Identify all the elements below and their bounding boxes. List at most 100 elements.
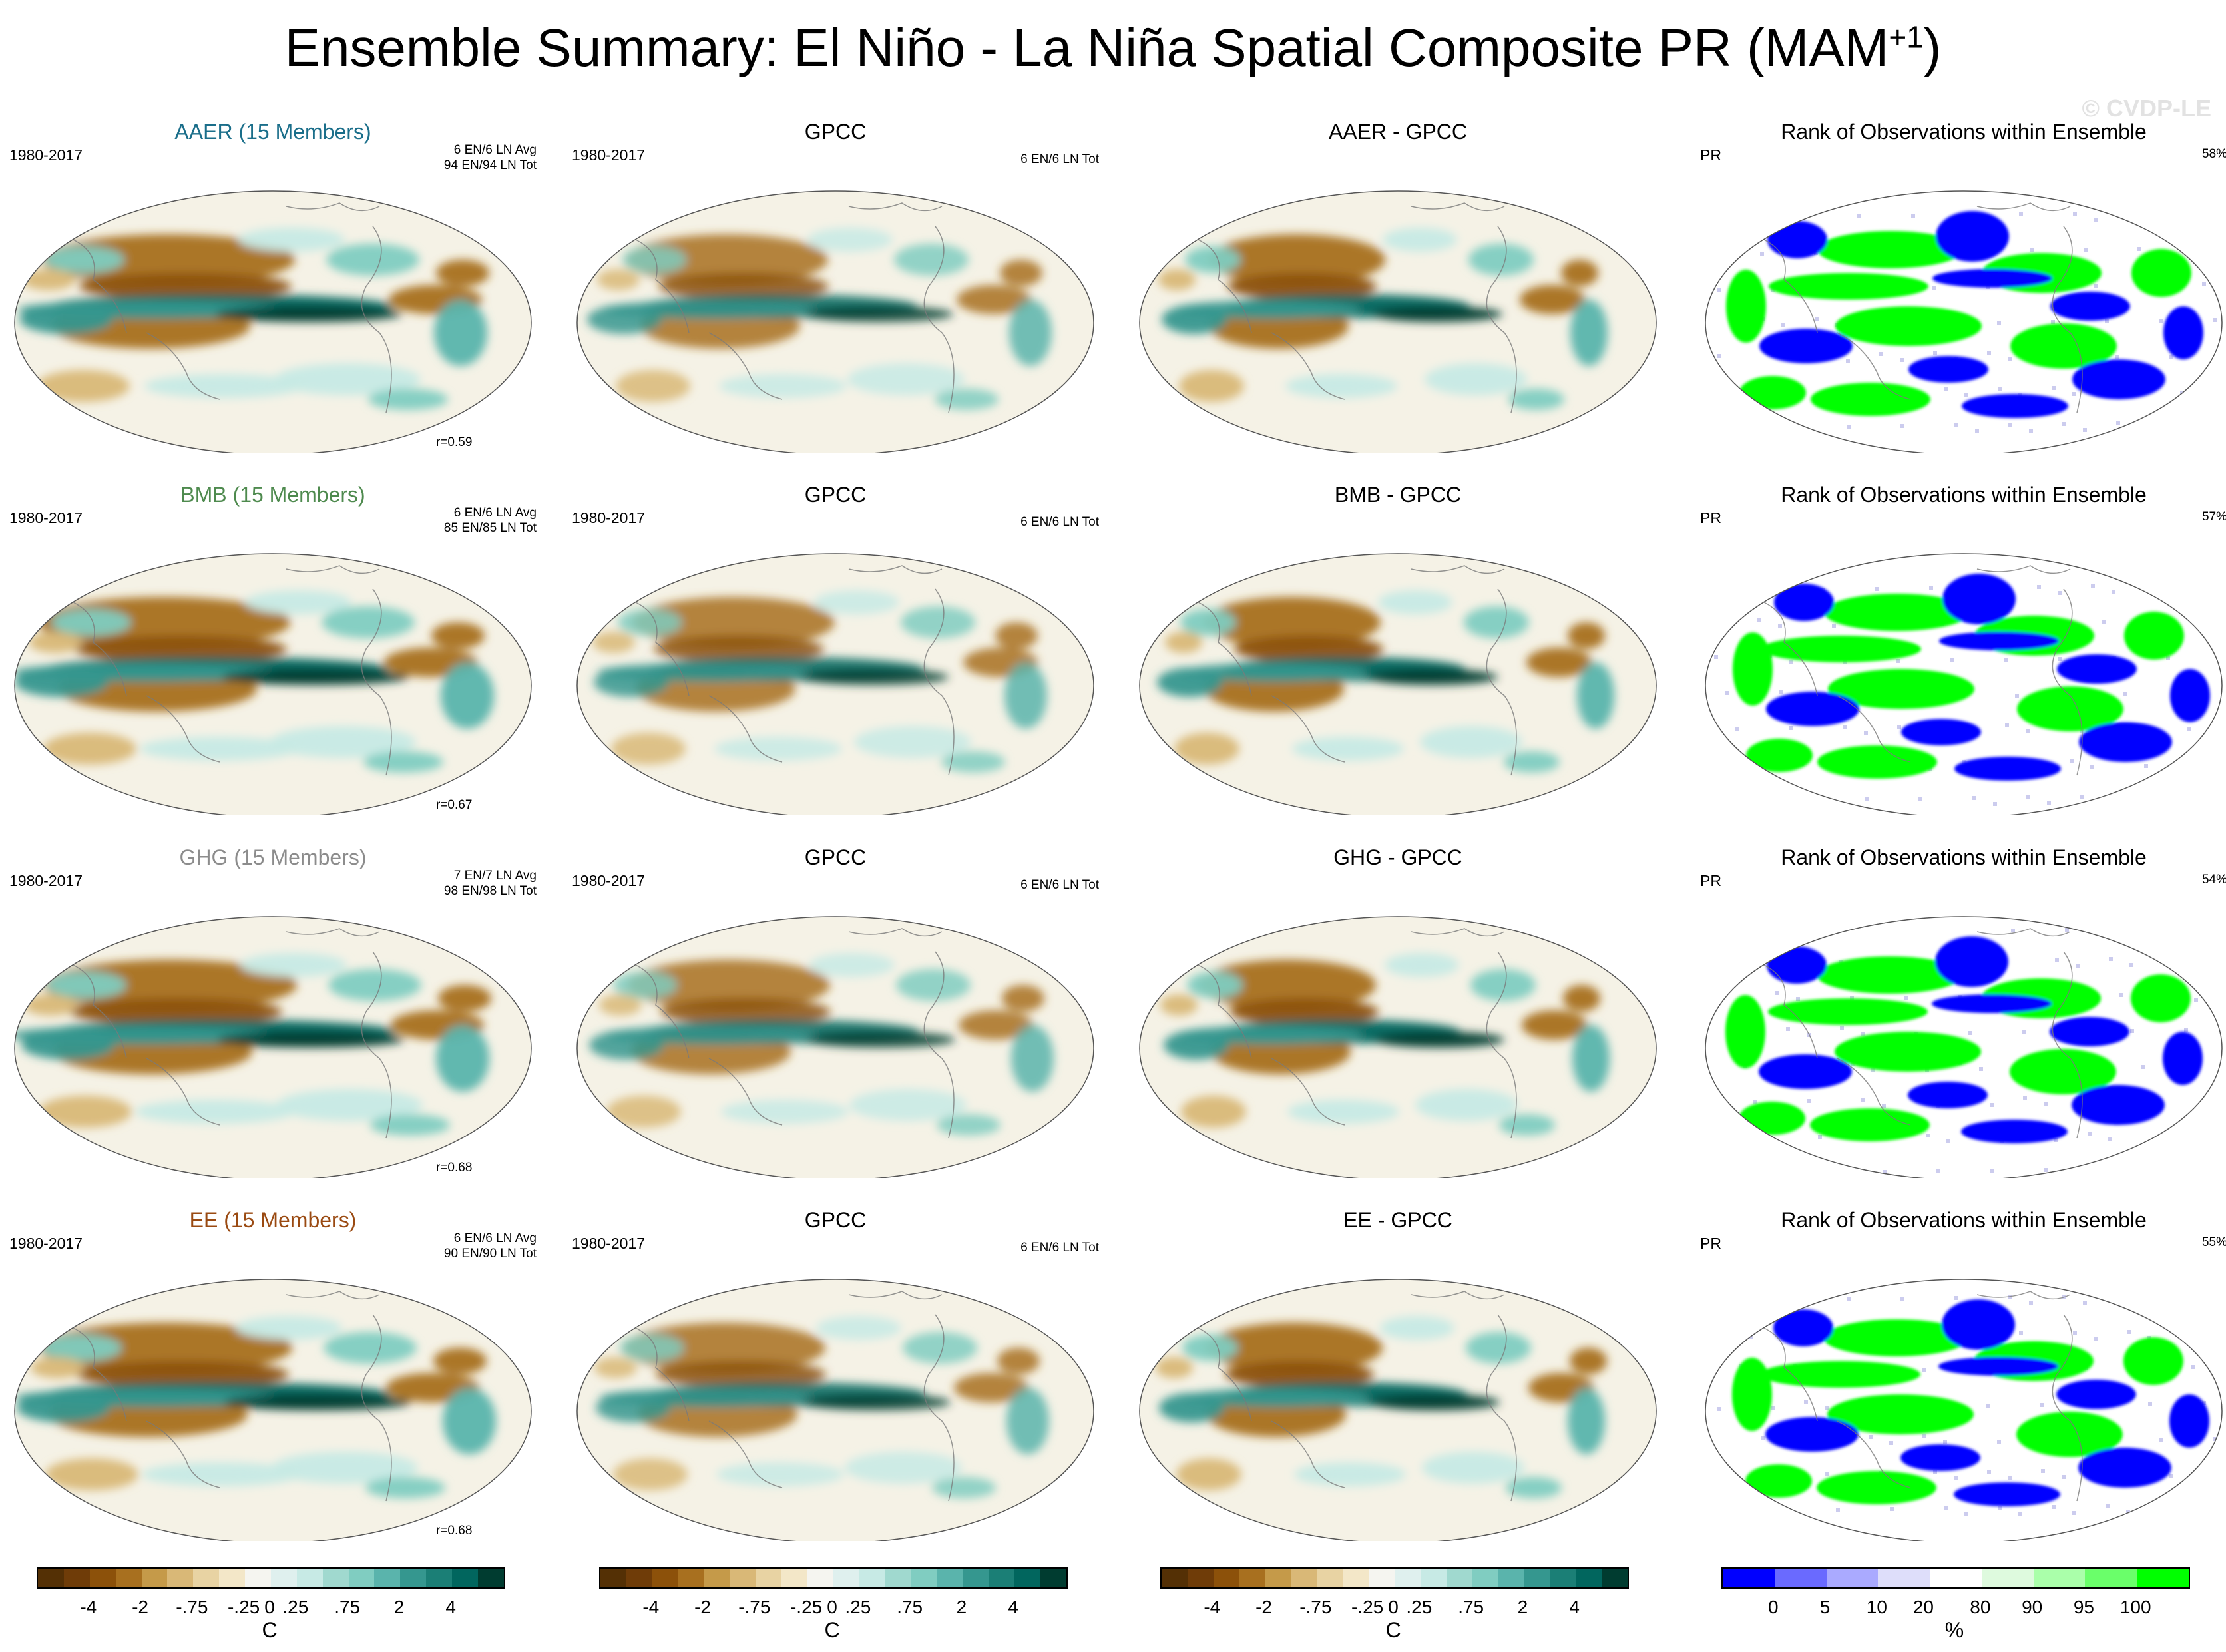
colorbar-swatch (859, 1569, 885, 1587)
pattern-correlation: r=0.68 (436, 1524, 473, 1538)
colorbar-swatch (193, 1569, 220, 1587)
colorbar-unit: C (262, 1618, 278, 1642)
rank-map (1705, 916, 2223, 1178)
panel-title: GPCC (804, 845, 867, 869)
colorbar-swatch (1239, 1569, 1265, 1587)
colorbar-swatch (1040, 1569, 1066, 1587)
pattern-correlation: r=0.68 (436, 1161, 473, 1175)
colorbar-swatch (1524, 1569, 1550, 1587)
event-counts: 6 EN/6 LN Tot (1020, 515, 1099, 530)
rank-map (1705, 1279, 2223, 1541)
panel-obs-row-3: GPCC 1980-2017 6 EN/6 LN Tot (562, 832, 1108, 1178)
panel-diff-row-3: GHG - GPCC (1125, 832, 1671, 1178)
colorbar-tick-label: .25 (845, 1597, 871, 1617)
panel-obs-row-1: GPCC 1980-2017 6 EN/6 LN Tot (562, 106, 1108, 453)
colorbar-tick-label: 100 (2119, 1597, 2151, 1617)
avg-count: 6 EN/6 LN Avg (453, 143, 537, 157)
colorbar-swatch (1369, 1569, 1395, 1587)
panel-diff-row-4: EE - GPCC (1125, 1195, 1671, 1541)
colorbar-swatch (2137, 1569, 2189, 1587)
panel-title: Rank of Observations within Ensemble (1781, 483, 2147, 507)
colorbar-tick-label: 4 (445, 1597, 457, 1617)
colorbar-tick-label: 2 (393, 1597, 405, 1617)
total-count: 85 EN/85 LN Tot (443, 521, 537, 536)
period-label: 1980-2017 (9, 146, 83, 164)
colorbar-swatch (1343, 1569, 1369, 1587)
colorbar-unit: C (824, 1618, 840, 1642)
rank-map (1705, 190, 2223, 453)
colorbar-tick-label: 5 (1819, 1597, 1831, 1617)
colorbar-swatch (322, 1569, 349, 1587)
obs-map (576, 190, 1094, 453)
variable-label: PR (1700, 1235, 1721, 1252)
diff-map (1139, 1279, 1657, 1541)
colorbar-tick-label: -.75 (1299, 1597, 1332, 1617)
colorbar-swatch (374, 1569, 401, 1587)
panel-diff-row-2: BMB - GPCC (1125, 469, 1671, 815)
period-label: 1980-2017 (572, 872, 645, 889)
total-count: 6 EN/6 LN Tot (1020, 515, 1099, 529)
colorbar-swatches (599, 1567, 1068, 1589)
colorbar-swatch (1826, 1569, 1879, 1587)
period-label: 1980-2017 (572, 146, 645, 164)
colorbar-tick-label: 2 (1517, 1597, 1528, 1617)
colorbar-swatch (989, 1569, 1014, 1587)
colorbar-swatch (1601, 1569, 1628, 1587)
colorbar-swatch (477, 1569, 504, 1587)
colorbar-swatch (781, 1569, 807, 1587)
panel-obs-row-4: GPCC 1980-2017 6 EN/6 LN Tot (562, 1195, 1108, 1541)
colorbar-swatch (167, 1569, 194, 1587)
colorbar-unit: % (1944, 1618, 1964, 1642)
colorbar-tick-label: .75 (1458, 1597, 1484, 1617)
event-counts: 6 EN/6 LN Avg 90 EN/90 LN Tot (444, 1231, 537, 1261)
colorbar-swatch (348, 1569, 375, 1587)
panel-ensemble-row-4: EE (15 Members) 1980-2017 r=0.68 6 EN/6 LN … (0, 1195, 546, 1541)
total-count: 6 EN/6 LN Tot (1020, 152, 1099, 166)
colorbar-swatch (807, 1569, 833, 1587)
panel-rank-row-1: Rank of Observations within Ensemble PR 58… (1691, 106, 2226, 453)
colorbar-swatch (1774, 1569, 1827, 1587)
colorbar-4: 0 5 10 20 80 90 95 100% (1721, 1567, 2226, 1647)
panel-obs-row-2: GPCC 1980-2017 6 EN/6 LN Tot (562, 469, 1108, 815)
colorbar-swatch (1394, 1569, 1421, 1587)
pattern-correlation: r=0.67 (436, 798, 473, 812)
colorbar-unit: C (1385, 1618, 1401, 1642)
colorbar-swatch (63, 1569, 90, 1587)
colorbar-swatch (704, 1569, 730, 1587)
colorbar-swatch (245, 1569, 271, 1587)
main-title: Ensemble Summary: El Niño - La Niña Spat… (284, 18, 1942, 77)
colorbar-tick-label: 80 (1970, 1597, 1991, 1617)
colorbar-3: -4 -2 -.75 -.25 0 .25 .75 2 4 C (1160, 1567, 1679, 1647)
diff-map (1139, 553, 1657, 815)
ensemble-map (14, 553, 532, 815)
colorbar-swatch (1420, 1569, 1447, 1587)
panel-title: AAER - GPCC (1328, 120, 1468, 144)
panel-title: GHG (15 Members) (179, 845, 367, 869)
colorbar-swatch (1213, 1569, 1239, 1587)
variable-label: PR (1700, 509, 1721, 526)
colorbar-swatch (1472, 1569, 1498, 1587)
panel-ensemble-row-3: GHG (15 Members) 1980-2017 r=0.68 7 EN/7 LN… (0, 832, 546, 1178)
colorbar-tick-label: -4 (1204, 1597, 1221, 1617)
colorbar-tick-label: 2 (956, 1597, 967, 1617)
colorbar-2: -4 -2 -.75 -.25 0 .25 .75 2 4 C (599, 1567, 1118, 1647)
obs-map (576, 1279, 1094, 1541)
colorbar-tick-label: 10 (1866, 1597, 1887, 1617)
rank-map (1705, 553, 2223, 815)
colorbar-tick-label: -4 (80, 1597, 97, 1617)
panel-title: EE - GPCC (1343, 1208, 1452, 1232)
panel-title: GPCC (804, 120, 867, 144)
obs-map (576, 553, 1094, 815)
colorbar-swatch (426, 1569, 452, 1587)
colorbar-swatch (1014, 1569, 1040, 1587)
colorbar-tick-label: 20 (1912, 1597, 1934, 1617)
total-count: 94 EN/94 LN Tot (443, 158, 537, 173)
panel-title: BMB (15 Members) (180, 483, 365, 507)
ensemble-map (14, 916, 532, 1178)
colorbar-1: -4 -2 -.75 -.25 0 .25 .75 2 4 C (37, 1567, 556, 1647)
colorbar-swatch (885, 1569, 911, 1587)
period-label: 1980-2017 (572, 1235, 645, 1252)
colorbar-swatch (2033, 1569, 2086, 1587)
colorbar-tick-label: -.75 (176, 1597, 208, 1617)
period-label: 1980-2017 (9, 509, 83, 526)
